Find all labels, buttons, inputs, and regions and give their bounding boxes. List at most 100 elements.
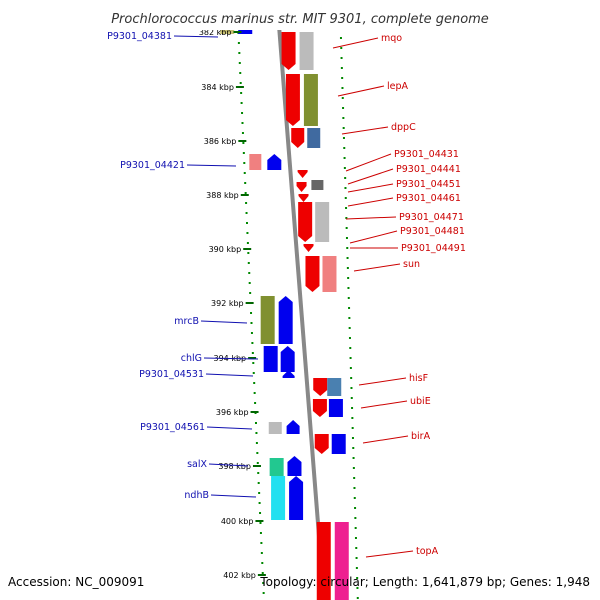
reverse-cds-arrow	[289, 476, 304, 520]
label-leader	[349, 230, 398, 244]
genome-backbone	[275, 0, 326, 600]
gc-dot	[251, 342, 254, 344]
gc-dot	[345, 217, 348, 219]
right-gene-label: P9301_04481	[400, 226, 465, 237]
label-leader	[345, 216, 397, 220]
gc-dot	[255, 432, 258, 434]
gene-block	[334, 522, 349, 600]
title-background	[0, 0, 600, 30]
gene-block	[299, 32, 314, 70]
gc-dot	[356, 577, 359, 579]
gc-dot	[348, 337, 351, 339]
gc-dot	[346, 257, 349, 259]
gc-dot	[241, 112, 244, 114]
tick-label: 382 kbp	[199, 28, 232, 37]
gc-dot	[343, 147, 346, 149]
reverse-cds-arrow	[286, 420, 300, 434]
right-gene-label: P9301_04461	[396, 193, 461, 204]
gc-dot	[342, 137, 345, 139]
gc-dot	[351, 427, 354, 429]
gene-block	[315, 202, 330, 242]
label-leader	[360, 400, 408, 409]
forward-cds-arrow	[297, 170, 308, 178]
gc-dot	[354, 517, 357, 519]
reverse-cds-arrow	[280, 346, 295, 372]
reverse-cds-arrow	[287, 456, 302, 476]
label-leader	[173, 35, 219, 38]
gc-dot	[238, 52, 241, 54]
gc-dot	[250, 312, 253, 314]
right-gene-label: P9301_04471	[399, 212, 464, 223]
label-leader	[203, 357, 259, 360]
gc-dot	[348, 317, 351, 319]
gene-block	[311, 180, 324, 190]
map-title: Prochlorococcus marinus str. MIT 9301, c…	[111, 12, 489, 27]
reverse-cds-arrow	[278, 296, 293, 344]
gc-dot	[257, 482, 260, 484]
reverse-cds-arrow	[331, 434, 346, 454]
gc-dot	[241, 122, 244, 124]
gc-dot	[248, 282, 251, 284]
reverse-cds-arrow	[328, 399, 343, 417]
gc-dot	[349, 367, 352, 369]
tick-label: 402 kbp	[223, 571, 256, 580]
left-gene-label: P9301_04381	[107, 31, 172, 42]
right-gene-label: P9301_04431	[394, 149, 459, 160]
tick-label: 390 kbp	[209, 245, 242, 254]
forward-cds-arrow	[303, 244, 314, 252]
gc-dot	[254, 402, 257, 404]
gene-block	[327, 378, 342, 396]
gc-dot	[354, 537, 357, 539]
right-gene-label: topA	[416, 546, 439, 557]
gc-dot	[248, 272, 251, 274]
gc-dot	[349, 347, 352, 349]
gc-dot	[259, 532, 262, 534]
gc-dot	[249, 292, 252, 294]
gc-dot	[340, 67, 343, 69]
gc-dot	[343, 167, 346, 169]
gc-dot	[260, 542, 263, 544]
gc-dot	[254, 422, 257, 424]
genome-summary-text: Topology: circular; Length: 1,641,879 bp…	[259, 575, 590, 589]
gc-dot	[355, 547, 358, 549]
gc-dot	[240, 92, 243, 94]
left-gene-label: chlG	[181, 353, 202, 364]
tick-label: 398 kbp	[218, 462, 251, 471]
right-gene-labels: mqo lepA dppC P9301_04431 P9301_04441 P9301_0…	[332, 33, 466, 558]
gc-dot	[244, 192, 247, 194]
gc-dot	[342, 107, 345, 109]
gc-dot	[344, 177, 347, 179]
gc-dot	[340, 47, 343, 49]
gc-dot	[345, 237, 348, 239]
left-gene-label: P9301_04561	[140, 422, 205, 433]
forward-cds-arrow	[312, 399, 327, 417]
label-leader	[341, 126, 389, 135]
gc-dot	[258, 492, 261, 494]
gc-dot	[347, 277, 350, 279]
right-gene-label: ubiE	[410, 396, 431, 407]
gc-dot	[243, 162, 246, 164]
gc-dot	[262, 582, 265, 584]
gc-dot	[250, 322, 253, 324]
gc-dot	[245, 212, 248, 214]
label-leader	[337, 85, 385, 97]
tick-label: 392 kbp	[211, 299, 244, 308]
gene-block	[269, 458, 284, 476]
gc-dot	[352, 447, 355, 449]
gc-dot	[351, 417, 354, 419]
forward-cds-arrow	[285, 74, 300, 126]
left-gene-labels: P9301_04381 P9301_04421 mrcB chlG P9301_0453…	[107, 31, 259, 501]
label-leader	[205, 373, 254, 377]
forward-cds-arrow	[305, 256, 320, 292]
gc-dot	[340, 57, 343, 59]
gc-dot	[347, 287, 350, 289]
gc-dot	[239, 82, 242, 84]
gc-dot	[342, 127, 345, 129]
gc-dot	[353, 477, 356, 479]
right-gene-label: hisF	[409, 373, 428, 384]
gc-dot	[341, 77, 344, 79]
reverse-cds-arrow	[282, 370, 295, 378]
feature-tracks	[220, 0, 349, 600]
label-leader	[362, 435, 409, 444]
gc-dot	[345, 207, 348, 209]
